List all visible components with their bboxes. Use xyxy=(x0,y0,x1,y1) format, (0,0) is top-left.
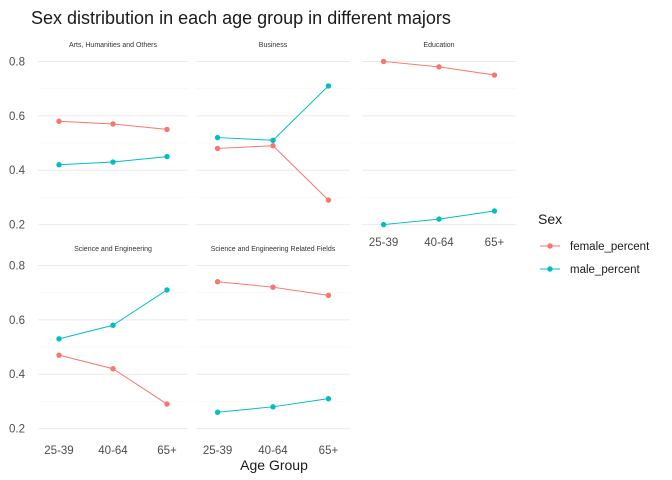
data-point-female_percent xyxy=(491,72,498,78)
data-point-male_percent xyxy=(164,287,170,293)
panel-title: Education xyxy=(423,42,454,49)
x-tick-label: 65+ xyxy=(319,445,339,457)
data-point-male_percent xyxy=(214,134,221,141)
data-point-female_percent xyxy=(436,64,442,70)
series-line-female_percent xyxy=(217,145,329,201)
data-point-male_percent xyxy=(270,404,276,410)
y-tick-label: 0.2 xyxy=(9,220,25,232)
panel: Arts, Humanities and Others 0.2 0.4 0.6 0.8 xyxy=(9,42,188,232)
x-tick-label: 25-39 xyxy=(203,445,232,457)
chart-title: Sex distribution in each age group in di… xyxy=(31,8,451,28)
data-point-male_percent xyxy=(110,322,116,328)
legend-label: female_percent xyxy=(570,241,650,253)
panel: Business xyxy=(196,42,350,226)
y-tick-label: 0.6 xyxy=(9,315,25,327)
panel-title: Science and Engineering xyxy=(74,246,152,253)
panel-title: Arts, Humanities and Others xyxy=(69,42,157,49)
data-point-male_percent xyxy=(380,221,387,228)
x-tick-label: 65+ xyxy=(485,237,505,249)
y-tick-label: 0.8 xyxy=(9,260,25,272)
x-tick-label: 40-64 xyxy=(258,445,288,457)
panel: Education xyxy=(362,42,516,228)
y-tick-label: 0.6 xyxy=(9,111,25,123)
data-point-male_percent xyxy=(214,409,221,415)
data-point-female_percent xyxy=(214,145,221,152)
data-point-female_percent xyxy=(325,292,332,299)
data-point-female_percent xyxy=(164,126,170,133)
data-point-female_percent xyxy=(325,197,332,203)
x-tick-label: 40-64 xyxy=(424,237,454,249)
x-tick-label: 40-64 xyxy=(98,445,128,457)
panel-title: Business xyxy=(259,42,288,49)
series-line-male_percent xyxy=(217,85,329,141)
x-tick-label: 25-39 xyxy=(44,445,73,457)
data-point-female_percent xyxy=(56,352,62,358)
legend-key-point xyxy=(547,266,553,272)
data-point-male_percent xyxy=(56,336,62,342)
data-point-male_percent xyxy=(110,159,116,165)
y-tick-label: 0.4 xyxy=(9,165,26,177)
data-point-female_percent xyxy=(270,143,276,149)
x-tick-label: 65+ xyxy=(157,445,177,457)
data-point-female_percent xyxy=(270,284,276,290)
data-point-female_percent xyxy=(380,58,387,65)
panel-title: Science and Engineering Related Fields xyxy=(211,246,336,253)
panel: Science and Engineering Related Fields xyxy=(196,246,350,430)
data-point-female_percent xyxy=(110,366,116,372)
legend: female_percent male_percent xyxy=(540,241,650,276)
x-tick-label: 25-39 xyxy=(369,237,398,249)
series-line-female_percent xyxy=(58,354,168,405)
y-tick-label: 0.2 xyxy=(9,424,25,436)
data-point-male_percent xyxy=(56,162,62,168)
panel: Science and Engineering 0.2 0.4 0.6 0.8 xyxy=(9,246,188,436)
panels-layer: Arts, Humanities and Others 0.2 0.4 0.6 0.8 B… xyxy=(9,42,516,457)
legend-title: Sex xyxy=(538,211,562,227)
data-point-male_percent xyxy=(164,153,170,160)
data-point-female_percent xyxy=(110,121,116,127)
data-point-male_percent xyxy=(325,395,332,402)
data-point-male_percent xyxy=(270,137,276,143)
y-tick-label: 0.4 xyxy=(9,369,26,381)
data-point-male_percent xyxy=(491,208,498,214)
legend-label: male_percent xyxy=(570,264,640,276)
x-axis-title: Age Group xyxy=(240,457,308,473)
data-point-female_percent xyxy=(214,279,221,285)
data-point-male_percent xyxy=(325,83,332,89)
data-point-female_percent xyxy=(164,401,170,407)
data-point-male_percent xyxy=(436,216,442,222)
series-line-male_percent xyxy=(58,289,168,340)
y-tick-label: 0.8 xyxy=(9,56,25,68)
data-point-female_percent xyxy=(56,118,62,124)
legend-key-point xyxy=(547,243,553,249)
